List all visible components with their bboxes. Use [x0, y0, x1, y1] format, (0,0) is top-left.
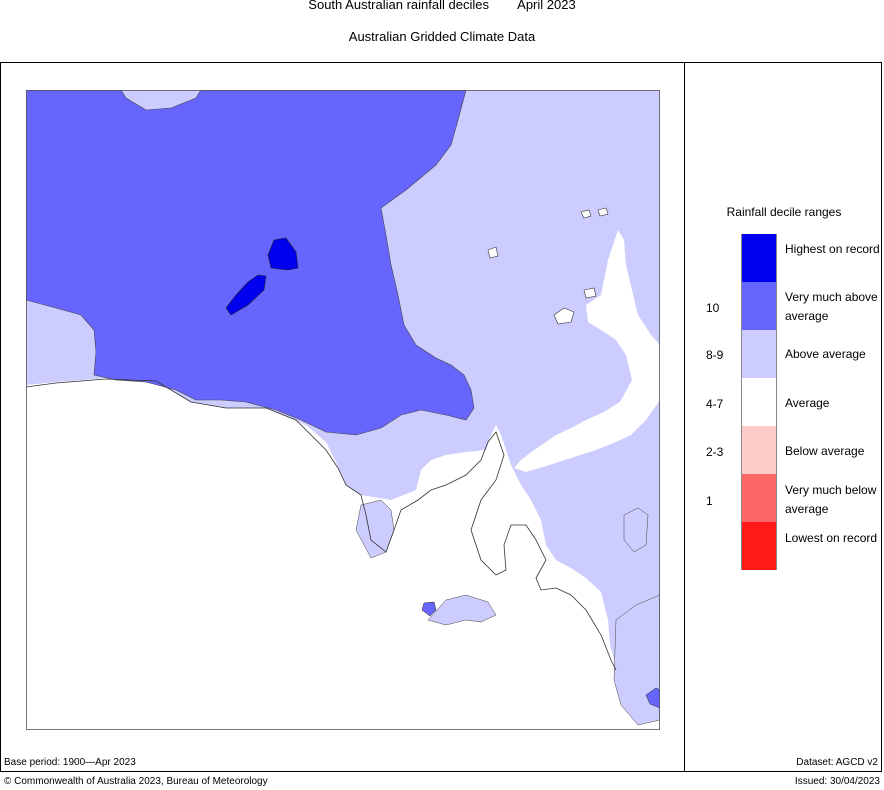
coastline: [26, 378, 617, 671]
legend-swatch-very-much-above: [741, 282, 777, 330]
map-subtitle: Australian Gridded Climate Data: [348, 29, 536, 44]
legend-swatch-very-much-below: [741, 474, 777, 522]
map-title: South Australian rainfall deciles April …: [0, 0, 884, 12]
legend-label-above: Above average: [785, 347, 866, 361]
legend-label-highest: Highest on record: [785, 242, 880, 256]
lake-outline-4: [487, 246, 499, 259]
map-frame: [0, 62, 882, 772]
region-highest-record-2: [225, 274, 267, 316]
region-above-south-3: [613, 594, 660, 726]
copyright: © Commonwealth of Australia 2023, Bureau…: [4, 776, 268, 787]
base-period: Base period: 1900—Apr 2023: [4, 757, 136, 768]
legend-label-very-much-below: Very much below average: [785, 483, 877, 516]
legend-decile-1: 1: [706, 494, 713, 508]
region-average-west: [26, 300, 96, 380]
map-border: [26, 90, 660, 730]
legend-decile-10: 10: [706, 301, 720, 315]
region-above-east-small: [623, 507, 649, 553]
legend-decile-2-3: 2-3: [706, 445, 724, 459]
legend-label-below: Below average: [785, 444, 865, 458]
legend-decile-4-7: 4-7: [706, 397, 724, 411]
region-very-much-above-south: [421, 601, 437, 617]
lake-outline-3: [597, 207, 609, 217]
legend-label-lowest: Lowest on record: [785, 531, 878, 545]
legend-label-average: Average: [785, 396, 830, 410]
region-average-south: [26, 378, 660, 730]
legend-decile-8-9: 8-9: [706, 348, 724, 362]
legend-swatch-highest: [741, 234, 777, 282]
dataset-label: Dataset: AGCD v2: [796, 757, 878, 768]
lake-outline-5: [583, 287, 597, 299]
legend-title: Rainfall decile ranges: [726, 205, 842, 219]
region-average-east: [514, 230, 660, 472]
legend-swatch-lowest: [741, 522, 777, 570]
map-title-text: South Australian rainfall deciles: [308, 0, 489, 12]
issued-date: Issued: 30/04/2023: [794, 776, 880, 787]
legend-swatch-above: [741, 330, 777, 378]
region-very-much-above: [26, 90, 475, 436]
lake-outline-1: [553, 307, 575, 325]
legend-label-very-much-above: Very much above average: [785, 290, 878, 323]
rainfall-map: [26, 90, 660, 730]
region-above-south-2: [427, 594, 497, 626]
legend-swatch-average: [741, 378, 777, 426]
legend-divider: [684, 62, 685, 772]
region-highest-record-1: [267, 237, 299, 271]
map-period: April 2023: [517, 0, 576, 12]
lake-outline-2: [580, 209, 592, 219]
legend-swatch-below: [741, 426, 777, 474]
region-very-much-above-east: [645, 687, 660, 709]
